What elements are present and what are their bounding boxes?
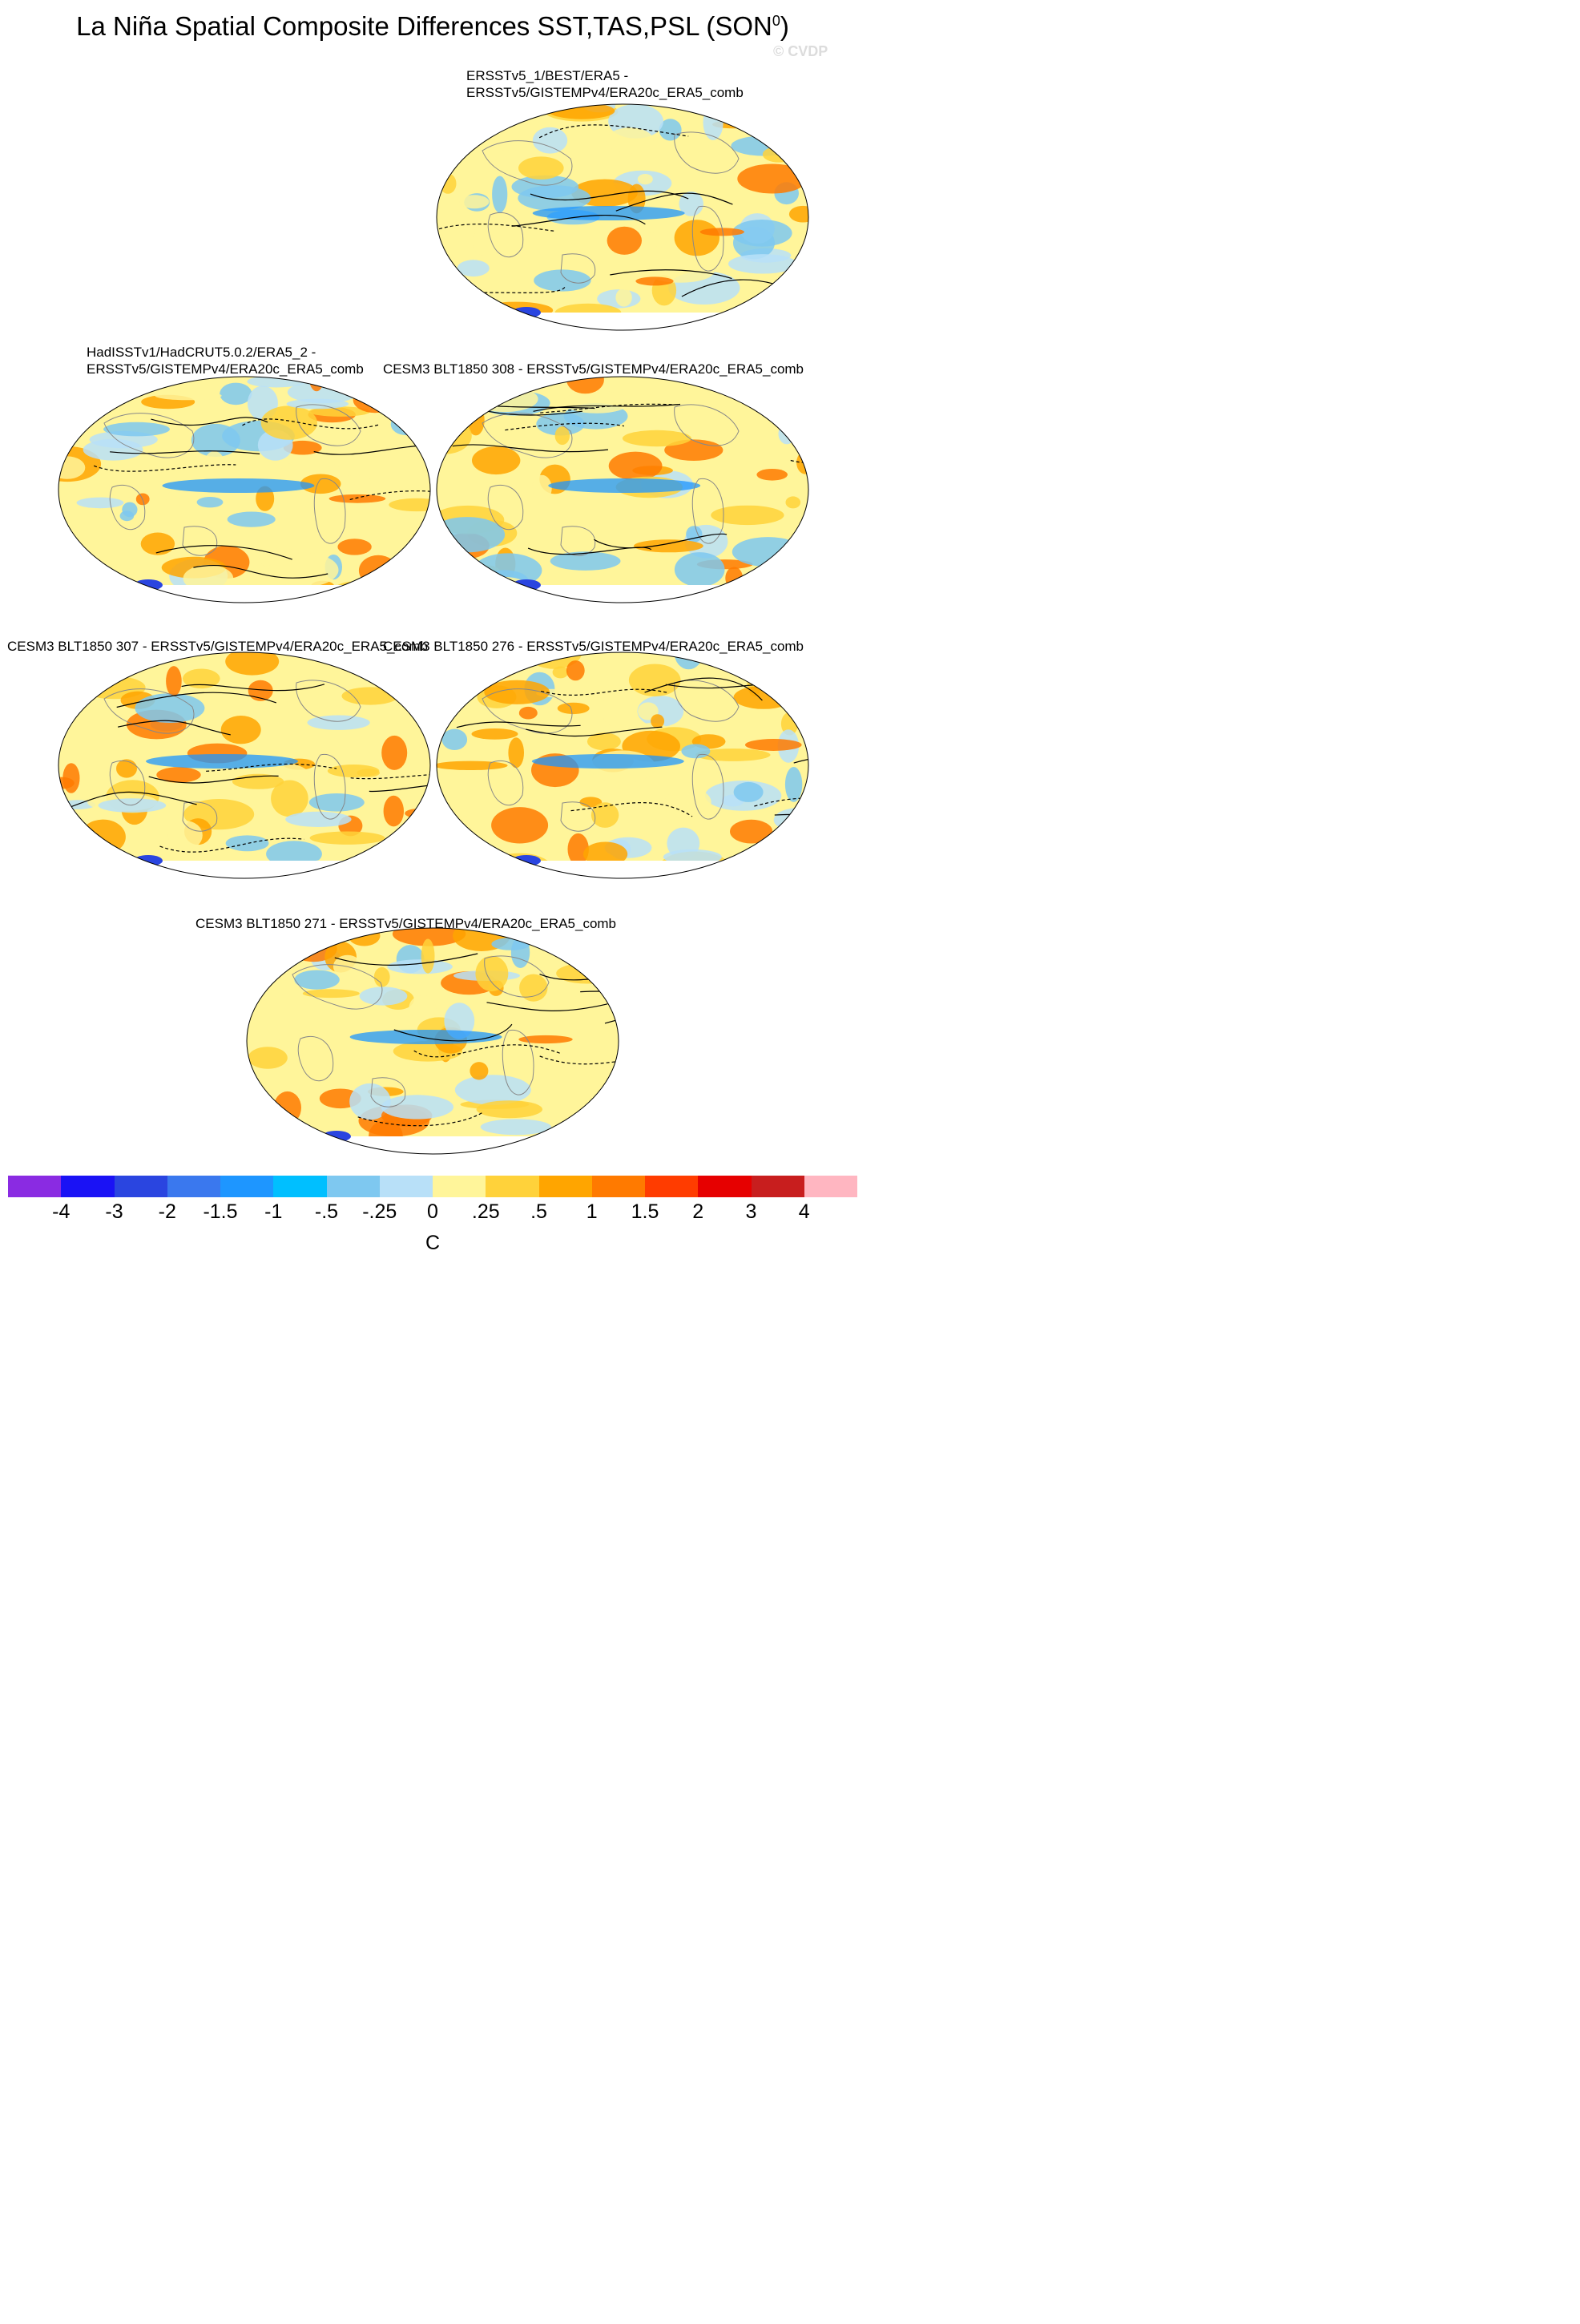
colorbar-tick-label: 0 bbox=[427, 1200, 438, 1223]
map-cesm3-308 bbox=[436, 376, 809, 603]
map-cesm3-271 bbox=[246, 927, 619, 1155]
colorbar-swatch bbox=[486, 1176, 539, 1197]
cvdp-watermark: © CVDP bbox=[773, 43, 828, 59]
map-cesm3-307 bbox=[58, 652, 431, 879]
colorbar-tick-label: -2 bbox=[158, 1200, 176, 1223]
colorbar-swatch bbox=[8, 1176, 62, 1197]
panel-title-cesm3-271: CESM3 BLT1850 271 - ERSSTv5/GISTEMPv4/ER… bbox=[195, 916, 617, 931]
colorbar-swatch bbox=[379, 1176, 433, 1197]
colorbar-swatch bbox=[433, 1176, 486, 1197]
colorbar-swatch bbox=[273, 1176, 327, 1197]
colorbar-tick-label: .5 bbox=[530, 1200, 547, 1223]
panel-title-ersst-best-era5: ERSSTv5_1/BEST/ERA5 - ERSSTv5/GISTEMPv4/… bbox=[466, 68, 744, 100]
colorbar-swatch bbox=[167, 1176, 220, 1197]
colorbar-swatch bbox=[220, 1176, 274, 1197]
colorbar-tick-label: -1 bbox=[264, 1200, 283, 1223]
colorbar-tick-label: 3 bbox=[745, 1200, 757, 1223]
colorbar-tick-label: 1 bbox=[586, 1200, 598, 1223]
panel-title-cesm3-307: CESM3 BLT1850 307 - ERSSTv5/GISTEMPv4/ER… bbox=[7, 639, 429, 654]
colorbar-tick-label: -4 bbox=[52, 1200, 71, 1223]
colorbar-tick-label: -.5 bbox=[314, 1200, 339, 1223]
colorbar-swatch bbox=[804, 1176, 857, 1197]
map-ersst-best-era5 bbox=[436, 103, 809, 331]
colorbar-tick-label: 4 bbox=[798, 1200, 810, 1223]
colorbar-tick-label: .25 bbox=[471, 1200, 500, 1223]
panel-title-cesm3-308: CESM3 BLT1850 308 - ERSSTv5/GISTEMPv4/ER… bbox=[383, 361, 804, 377]
colorbar-swatch bbox=[751, 1176, 804, 1197]
colorbar-unit-label: C bbox=[425, 1232, 441, 1254]
colorbar-swatch bbox=[591, 1176, 645, 1197]
colorbar-swatch bbox=[645, 1176, 699, 1197]
panel-title-cesm3-276: CESM3 BLT1850 276 - ERSSTv5/GISTEMPv4/ER… bbox=[383, 639, 804, 654]
colorbar-swatch bbox=[698, 1176, 752, 1197]
colorbar-swatch bbox=[538, 1176, 592, 1197]
figure-title: La Niña Spatial Composite Differences SS… bbox=[76, 11, 789, 41]
colorbar-tick-label: -.25 bbox=[362, 1200, 397, 1223]
colorbar bbox=[8, 1176, 857, 1197]
panel-title-hadisst-hadcrut: HadISSTv1/HadCRUT5.0.2/ERA5_2 - ERSSTv5/… bbox=[87, 345, 364, 377]
colorbar-tick-label: 2 bbox=[692, 1200, 704, 1223]
map-cesm3-276 bbox=[436, 652, 809, 879]
colorbar-swatch bbox=[114, 1176, 167, 1197]
colorbar-swatch bbox=[61, 1176, 115, 1197]
colorbar-tick-label: -3 bbox=[105, 1200, 123, 1223]
colorbar-ticks: -4 -3 -2 -1.5 -1 -.5 -.25 0 .25 .5 1 1.5 2 3 4 bbox=[0, 1199, 865, 1231]
colorbar-tick-label: -1.5 bbox=[203, 1200, 238, 1223]
map-hadisst-hadcrut bbox=[58, 376, 431, 603]
colorbar-swatch bbox=[326, 1176, 380, 1197]
colorbar-tick-label: 1.5 bbox=[631, 1200, 659, 1223]
